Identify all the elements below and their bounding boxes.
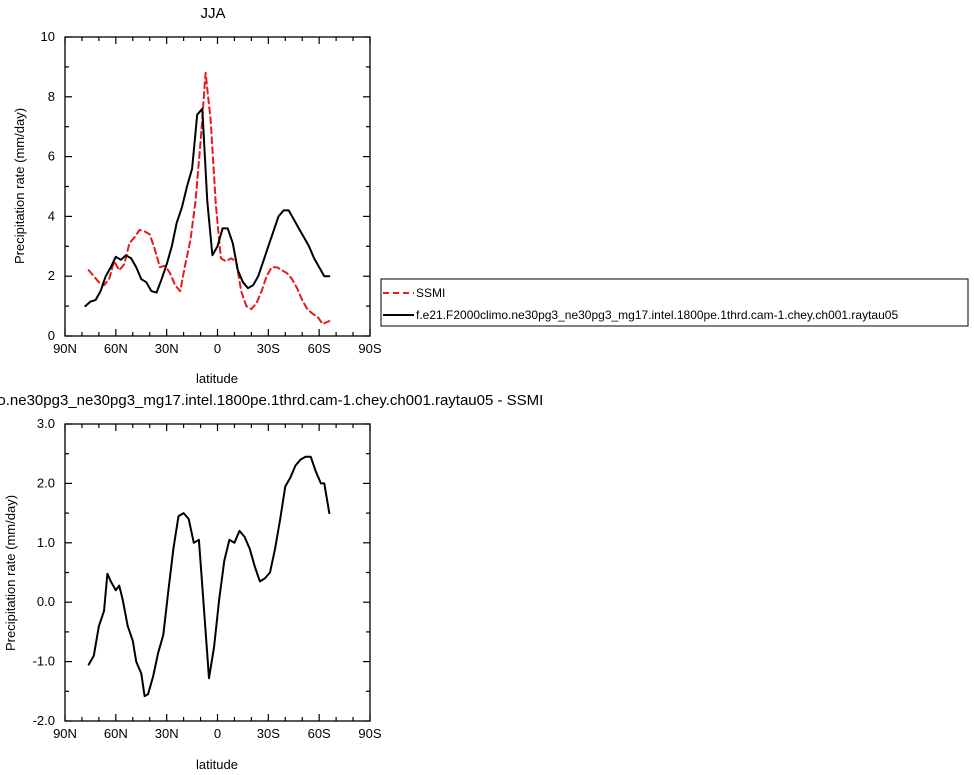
panel-top-y-tick-label: 8 [48,89,55,104]
panel-bottom-y-tick-label: 3.0 [37,416,55,431]
panel-bottom-plot-frame [64,423,371,722]
panel-top-series-line-1 [84,107,331,308]
panel-bottom-series-line-0 [87,455,331,698]
panel-bottom-y-tick-label: 0.0 [37,594,55,609]
panel-bottom-title: f.e21.F2000climo.ne30pg3_ne30pg3_mg17.in… [0,392,543,409]
panel-bottom: f.e21.F2000climo.ne30pg3_ne30pg3_mg17.in… [0,392,543,772]
panel-top-x-tick-label: 60N [104,341,128,356]
panel-bottom-y-axis-label: Precipitation rate (mm/day) [3,495,18,651]
panel-bottom-x-tick-label: 90S [358,726,381,741]
panel-bottom-y-tick-label: 2.0 [37,475,55,490]
panel-top-y-tick-label: 10 [41,29,55,44]
panel-bottom-x-tick-label: 60N [104,726,128,741]
panel-bottom-series [87,455,331,698]
legend-label-ssmi: SSMI [416,286,445,300]
panel-top-y-tick-label: 2 [48,268,55,283]
panel-bottom-axes: 90N 60N 30N 0 30S 60S 90S -2.0 -1.0 0.0 1.0 2.0 3.0 [33,416,382,741]
panel-bottom-y-tick-label: -1.0 [33,654,55,669]
panel-top-x-tick-label: 90N [53,341,77,356]
panel-top-x-tick-label: 60S [308,341,331,356]
panel-top-x-tick-label: 90S [358,341,381,356]
panel-bottom-x-tick-label: 90N [53,726,77,741]
panel-bottom-x-tick-label: 30N [155,726,179,741]
panel-top-axes: 90N 60N 30N 0 30S 60S 90S 0 2 4 6 8 10 [41,29,382,356]
panel-top-y-axis-label: Precipitation rate (mm/day) [12,108,27,264]
panel-top-series-line-0 [87,71,331,325]
panel-top-y-tick-label: 0 [48,328,55,343]
panel-bottom-x-tick-label: 60S [308,726,331,741]
panel-bottom-x-axis-label: latitude [196,757,238,772]
panel-top-x-axis-label: latitude [196,371,238,386]
panel-top-title: JJA [200,5,225,22]
panel-top-x-tick-label: 30S [257,341,280,356]
legend-box [380,278,969,327]
panel-top-x-tick-label: 0 [214,341,221,356]
panel-top-series [84,71,331,325]
panel-top-plot-frame [64,36,371,337]
panel-top-x-tick-label: 30N [155,341,179,356]
panel-top-y-tick-label: 6 [48,149,55,164]
legend-label-model: f.e21.F2000climo.ne30pg3_ne30pg3_mg17.in… [416,308,898,322]
panel-bottom-x-tick-label: 30S [257,726,280,741]
panel-bottom-x-tick-label: 0 [214,726,221,741]
panel-bottom-y-tick-label: -2.0 [33,713,55,728]
panel-bottom-y-tick-label: 1.0 [37,535,55,550]
panel-top-y-tick-label: 4 [48,208,55,223]
legend: SSMI f.e21.F2000climo.ne30pg3_ne30pg3_mg… [380,278,969,327]
